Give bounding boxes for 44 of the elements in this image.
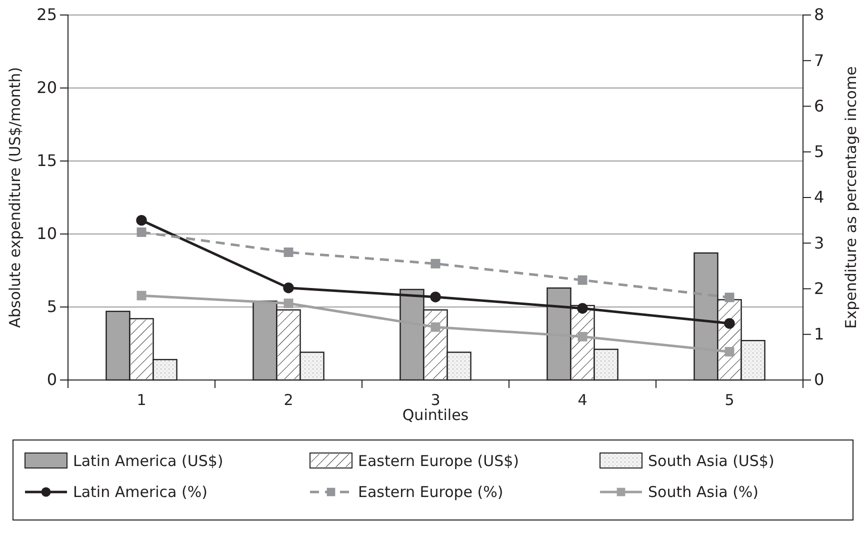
legend-label: Eastern Europe (%) [358, 483, 504, 501]
x-tick-label: 4 [578, 391, 588, 409]
y-tick-label: 15 [36, 151, 57, 170]
legend-label: Latin America (%) [73, 483, 208, 501]
y2-tick-label: 6 [814, 96, 824, 116]
y-tick-label: 10 [36, 224, 57, 244]
x-tick-label: 2 [284, 391, 294, 409]
point [136, 290, 146, 300]
x-tick-label: 3 [430, 391, 440, 409]
point [283, 282, 294, 294]
y2-tick-label: 3 [814, 233, 824, 252]
point [136, 214, 147, 226]
y2-tick-label: 7 [814, 50, 824, 70]
y-tick-label: 20 [36, 78, 57, 98]
point [578, 332, 588, 342]
y2-axis-title: Expenditure as percentage income [842, 66, 860, 329]
legend-label: South Asia (%) [648, 483, 759, 501]
point [724, 318, 735, 329]
point [578, 275, 588, 285]
point [577, 303, 588, 314]
y-tick-label: 0 [46, 370, 57, 390]
point [284, 248, 294, 257]
y2-tick-label: 4 [814, 188, 824, 207]
point [724, 346, 734, 356]
legend-label: Eastern Europe (US$) [358, 452, 520, 470]
x-axis-title: Quintiles [402, 406, 469, 424]
point [430, 292, 441, 302]
point [430, 322, 440, 332]
y2-tick-label: 1 [814, 324, 824, 344]
point [136, 227, 146, 237]
x-tick-label: 1 [136, 391, 146, 409]
y2-tick-label: 2 [814, 278, 824, 298]
x-tick-label: 5 [724, 391, 734, 409]
y-tick-label: 25 [36, 5, 57, 24]
point [284, 298, 294, 308]
y-axis-title: Absolute expenditure (US$/month) [6, 67, 24, 328]
y2-tick-label: 5 [814, 142, 824, 161]
legend-label: South Asia (US$) [648, 452, 774, 470]
legend-label: Latin America (US$) [73, 452, 224, 470]
point [724, 292, 734, 302]
y2-tick-label: 0 [814, 370, 824, 390]
y2-tick-label: 8 [814, 5, 824, 24]
point [430, 258, 440, 268]
y-tick-label: 5 [46, 297, 57, 316]
